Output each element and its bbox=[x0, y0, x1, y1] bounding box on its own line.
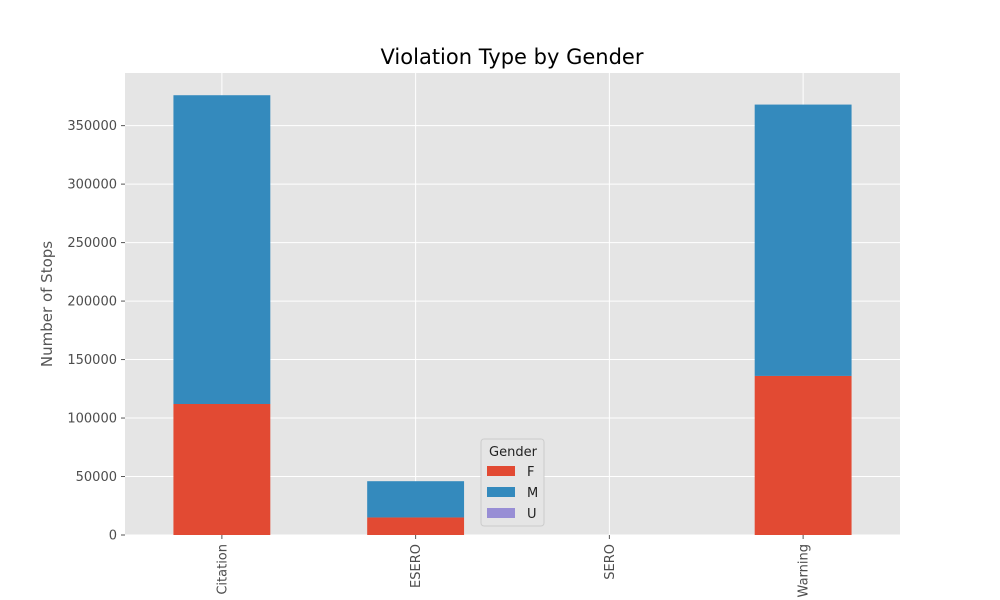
x-axis: Citation ESERO SERO Warning bbox=[215, 535, 812, 597]
x-tick-label: Citation bbox=[215, 544, 230, 595]
y-tick-label: 0 bbox=[109, 529, 117, 544]
x-tick-label: ESERO bbox=[409, 544, 424, 588]
bar-warning-f bbox=[754, 375, 852, 535]
legend: Gender FMU bbox=[480, 438, 545, 527]
y-tick-label: 350000 bbox=[67, 119, 117, 134]
y-axis-label: Number of Stops bbox=[38, 241, 56, 367]
x-tick-label: Warning bbox=[797, 544, 812, 597]
x-tick-label: SERO bbox=[603, 544, 618, 580]
bar-esero-f bbox=[367, 517, 465, 535]
y-tick-label: 50000 bbox=[76, 470, 117, 485]
bar-esero-m bbox=[367, 481, 465, 518]
legend-swatch-u bbox=[487, 508, 515, 518]
legend-label-f: F bbox=[527, 465, 534, 480]
legend-swatch-f bbox=[487, 466, 515, 476]
y-tick-label: 150000 bbox=[67, 353, 117, 368]
bars bbox=[173, 95, 852, 535]
bar-citation-m bbox=[173, 95, 271, 405]
bar-warning-m bbox=[754, 104, 852, 376]
legend-label-u: U bbox=[527, 507, 537, 522]
legend-title: Gender bbox=[489, 445, 538, 460]
legend-label-m: M bbox=[527, 486, 538, 501]
legend-swatch-m bbox=[487, 487, 515, 497]
y-tick-label: 300000 bbox=[67, 178, 117, 193]
bar-citation-f bbox=[173, 404, 271, 535]
legend-box bbox=[480, 438, 545, 527]
y-axis: 0 50000 100000 150000 200000 250000 300000 3500… bbox=[67, 119, 125, 544]
y-tick-label: 200000 bbox=[67, 295, 117, 310]
chart-title: Violation Type by Gender bbox=[381, 45, 644, 69]
y-tick-label: 250000 bbox=[67, 236, 117, 251]
y-tick-label: 100000 bbox=[67, 412, 117, 427]
